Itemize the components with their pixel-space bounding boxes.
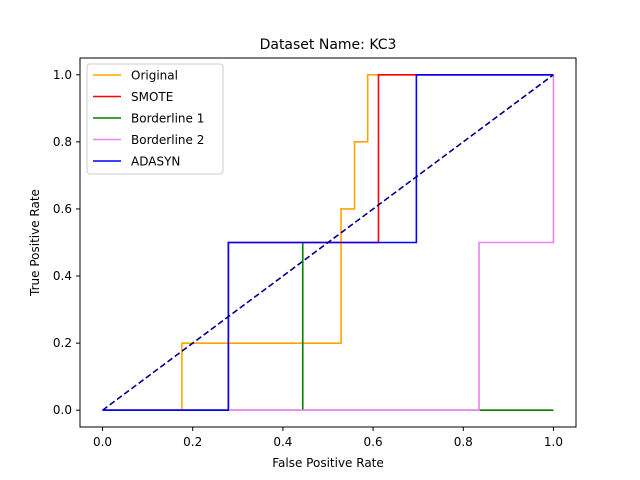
legend-label-borderline-2: Borderline 2	[131, 133, 204, 147]
x-axis-label: False Positive Rate	[272, 456, 384, 470]
x-tick-label: 0.8	[454, 435, 473, 449]
x-tick-label: 0.4	[273, 435, 292, 449]
legend-label-adasyn: ADASYN	[131, 155, 180, 169]
x-tick-label: 1.0	[544, 435, 563, 449]
plot-frame	[79, 57, 577, 428]
legend-label-borderline-1: Borderline 1	[131, 112, 204, 126]
legend: Original SMOTE Borderline 1 Borderline 2 ADA…	[86, 63, 224, 175]
y-tick-label: 0.6	[53, 202, 72, 216]
legend-label-smote: SMOTE	[131, 90, 173, 104]
x-tick-label: 0.6	[364, 435, 383, 449]
reference-layer	[102, 74, 554, 411]
legend-label-original: Original	[131, 69, 178, 83]
y-tick-label: 0.2	[53, 336, 72, 350]
x-tick-label: 0.2	[183, 435, 202, 449]
y-tick-label: 1.0	[53, 68, 72, 82]
series-line-borderline-1	[102, 242, 554, 412]
reference-diagonal-line	[102, 74, 554, 411]
legend-box	[86, 63, 224, 175]
series-line-borderline-2	[102, 74, 555, 412]
chart-title: Dataset Name: KC3	[260, 37, 397, 53]
series-line-original	[102, 73, 554, 412]
y-tick-label: 0.4	[53, 269, 72, 283]
y-tick-label: 0.8	[53, 135, 72, 149]
x-tick-label: 0.0	[93, 435, 112, 449]
y-axis: 0.0 0.2 0.4 0.6 0.8 1.0	[53, 68, 80, 417]
series-layer	[102, 73, 555, 412]
series-line-adasyn	[102, 73, 554, 412]
y-tick-label: 0.0	[53, 403, 72, 417]
y-axis-label: True Positive Rate	[28, 189, 42, 297]
x-axis: 0.0 0.2 0.4 0.6 0.8 1.0	[93, 427, 563, 449]
